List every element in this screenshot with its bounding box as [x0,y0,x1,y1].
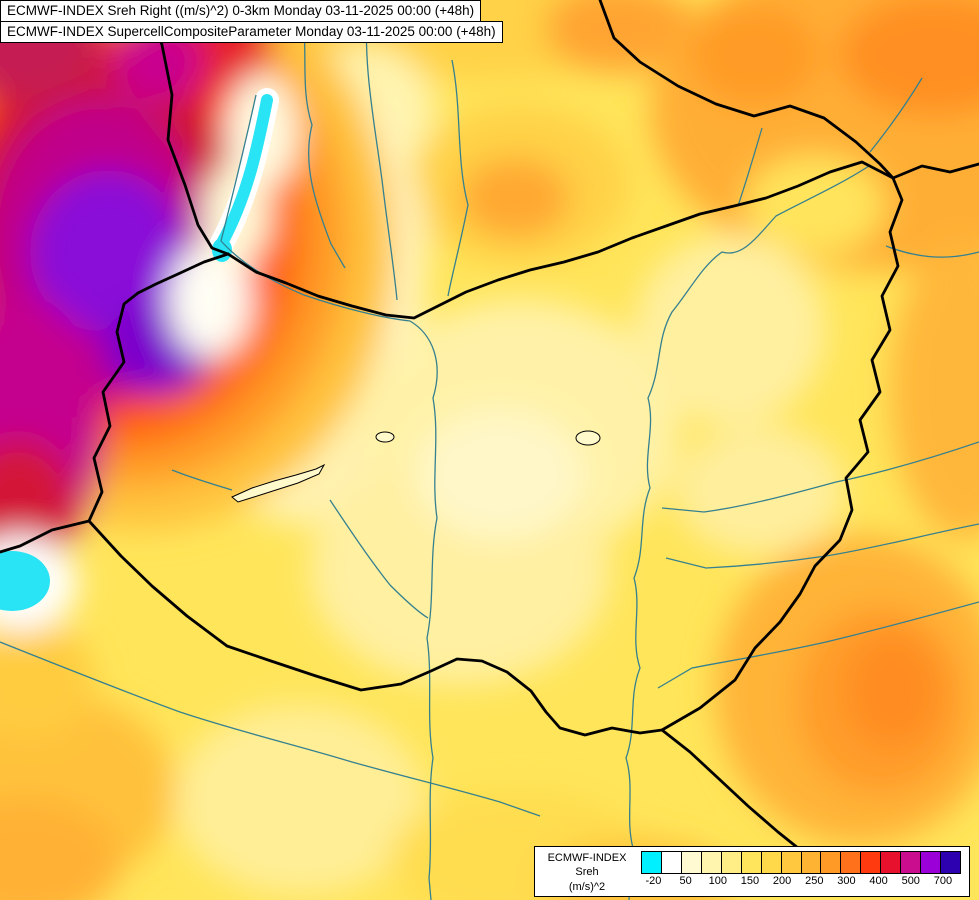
legend-color-cell [901,852,922,874]
legend-color-cell [701,852,722,874]
border-morava [146,0,230,256]
lake-tisza [575,430,601,446]
legend-color-cell [642,852,662,874]
legend-color-cell [921,852,942,874]
river-tisza [625,165,870,900]
legend-unit: (m/s)^2 [568,880,606,893]
legend-color-cell [841,852,862,874]
legend-parameter-name: Sreh [575,866,599,879]
legend-color-cell [761,852,782,874]
legend-colorbar [641,851,961,875]
river-ne-1 [869,77,923,153]
river-koros-1 [661,441,979,513]
legend-tick-label: 300 [837,875,856,888]
river-nitra [365,0,398,301]
river-sava [0,641,541,817]
legend-tick-label: 250 [805,875,824,888]
river-zala [171,469,233,491]
border-hungary-west-south [87,291,664,737]
lake-velence [375,431,395,443]
river-hron [447,59,469,297]
legend-color-cell [861,852,882,874]
legend-color-cell [941,852,960,874]
legend-color-cell [741,852,762,874]
legend-color-cell [881,852,902,874]
cyan-patch-southwest [0,551,50,611]
legend-tick-label: 50 [679,875,692,888]
legend-color-cell [681,852,702,874]
border-hungary-north [226,160,895,320]
border-hungary-northwest [136,252,230,295]
border-northeast-corner [891,162,979,180]
river-danube [220,94,438,900]
legend-color-cell [781,852,802,874]
cyan-lowvalue-highlights [0,88,279,611]
title-bar: ECMWF-INDEX Sreh Right ((m/s)^2) 0-3km M… [0,0,503,44]
danube-cyan-highlight [216,94,273,249]
legend-tick-label: 500 [901,875,920,888]
legend-scale: -20 50 100 150 200 250 300 400 500 700 [641,851,961,894]
border-austria-southwest [0,519,91,554]
lakes [231,430,601,503]
river-ne-2 [737,127,763,207]
river-maros [657,601,979,689]
river-sio [329,499,429,619]
title-line-1: ECMWF-INDEX Sreh Right ((m/s)^2) 0-3km M… [0,0,482,23]
legend-color-cell [661,852,682,874]
legend-color-cell [801,852,822,874]
lake-balaton [231,463,326,503]
legend-title: ECMWF-INDEX Sreh (m/s)^2 [543,851,631,894]
legend-color-cell [721,852,742,874]
legend-tick-label: 700 [933,875,953,888]
legend-tick-label: 200 [772,875,792,888]
legend: ECMWF-INDEX Sreh (m/s)^2 -20 50 100 150 200 2… [534,846,970,897]
border-slovakia-north [598,0,895,180]
legend-tick-label: 400 [869,875,888,888]
legend-model-name: ECMWF-INDEX [547,852,627,865]
border-hungary-east [660,176,904,732]
legend-tick-label: 150 [740,875,760,888]
legend-tick-label: 100 [708,875,727,888]
title-line-2: ECMWF-INDEX SupercellCompositeParameter … [0,21,503,44]
legend-ticks: -20 50 100 150 200 250 300 400 500 700 [641,874,961,889]
legend-tick-label: -20 [645,875,662,888]
legend-color-cell [821,852,842,874]
